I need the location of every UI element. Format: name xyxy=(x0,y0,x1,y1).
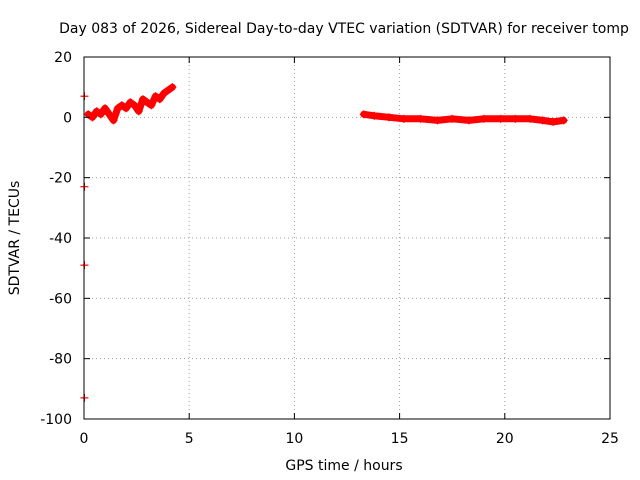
data-point xyxy=(151,92,160,101)
plot-frame xyxy=(83,56,611,420)
data-point xyxy=(143,98,152,107)
data-point xyxy=(359,110,368,119)
y-tick-label: -60 xyxy=(49,291,72,307)
y-tick-label: 20 xyxy=(54,50,72,66)
y-tick-label: 0 xyxy=(63,110,72,126)
data-point xyxy=(538,116,547,125)
y-tick-label: -20 xyxy=(49,171,72,187)
data-point xyxy=(109,116,118,125)
chart-title: Day 083 of 2026, Sidereal Day-to-day VTE… xyxy=(59,21,629,37)
data-point xyxy=(164,86,173,95)
x-tick-label: 5 xyxy=(185,431,194,447)
data-point xyxy=(511,114,520,123)
data-point xyxy=(138,95,147,104)
x-tick-label: 20 xyxy=(496,431,514,447)
y-axis-label: SDTVAR / TECUs xyxy=(7,181,23,296)
data-point xyxy=(101,104,110,113)
y-tick-label: -100 xyxy=(40,412,72,428)
data-point xyxy=(549,117,558,126)
x-axis-label: GPS time / hours xyxy=(285,458,402,474)
axis-ticks: 0 5 10 15 20 25 -100 -80 -60 -40 -20 0 20 xyxy=(40,50,619,447)
data-point xyxy=(496,114,505,123)
data-point xyxy=(113,104,122,113)
data-point xyxy=(159,89,168,98)
data-point xyxy=(147,101,156,110)
x-tick-label: 25 xyxy=(601,431,619,447)
data-point xyxy=(448,114,457,123)
data-point xyxy=(155,95,164,104)
data-point xyxy=(105,110,114,119)
data-point xyxy=(117,101,126,110)
data-point xyxy=(122,104,131,113)
y-tick-label: -80 xyxy=(49,352,72,368)
x-tick-label: 0 xyxy=(80,431,89,447)
data-point xyxy=(526,114,535,123)
data-point xyxy=(433,116,442,125)
data-clusters xyxy=(84,83,568,126)
x-tick-label: 10 xyxy=(285,431,303,447)
y-tick-label: -40 xyxy=(49,231,72,247)
data-point xyxy=(479,114,488,123)
late-cluster-band xyxy=(360,110,568,126)
data-point xyxy=(399,114,408,123)
data-point xyxy=(559,116,568,125)
data-point xyxy=(370,111,379,120)
data-points xyxy=(80,83,568,402)
data-point xyxy=(168,83,177,92)
data-point xyxy=(126,98,135,107)
data-point xyxy=(92,107,101,116)
data-point xyxy=(96,110,105,119)
data-point xyxy=(385,113,394,122)
data-point xyxy=(416,114,425,123)
data-point xyxy=(130,101,139,110)
data-point xyxy=(134,107,143,116)
data-point xyxy=(465,116,474,125)
x-tick-label: 15 xyxy=(391,431,409,447)
grid xyxy=(84,57,610,419)
